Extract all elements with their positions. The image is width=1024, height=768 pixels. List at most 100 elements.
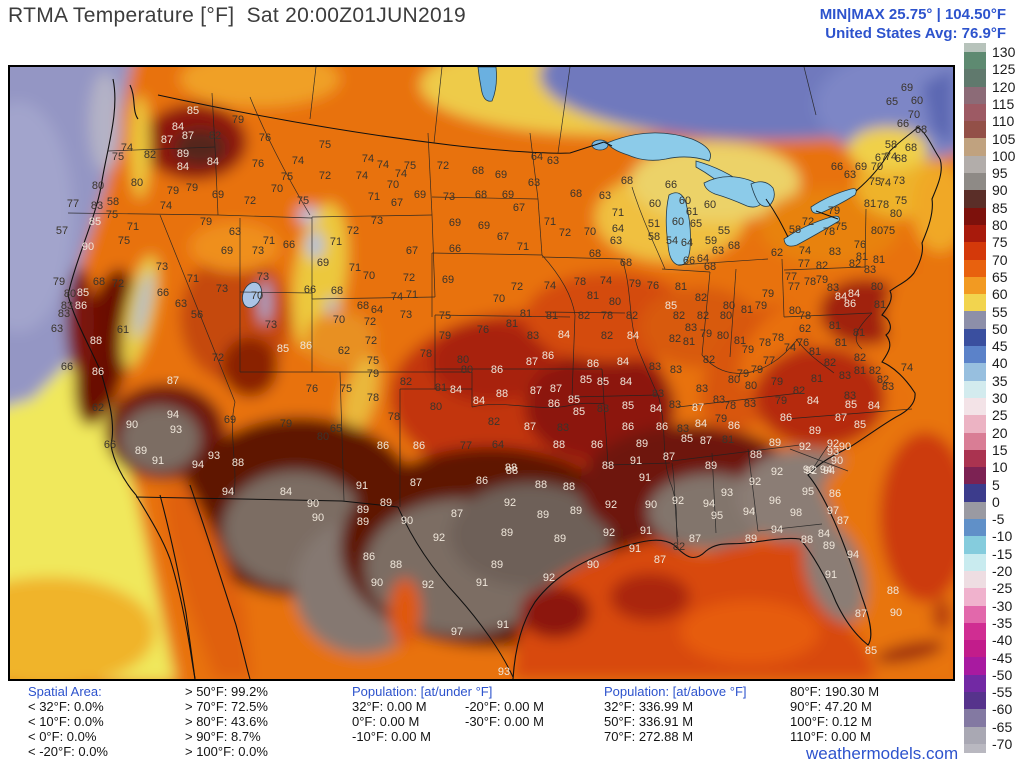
station-temperature: 85 (865, 645, 877, 657)
station-temperature: 65 (886, 96, 898, 108)
station-temperature: 68 (93, 276, 105, 288)
colorbar-tick-label: -30 (992, 597, 1013, 614)
station-temperature: 82 (697, 310, 709, 322)
watermark-link[interactable]: weathermodels.com (806, 744, 959, 763)
station-temperature: 67 (391, 197, 403, 209)
station-temperature: 80 (723, 300, 735, 312)
colorbar-tick-label: -25 (992, 580, 1013, 597)
colorbar-tick-label: 130 (992, 44, 1016, 60)
station-temperature: 80 (609, 296, 621, 308)
colorbar-segment (964, 588, 986, 606)
colorbar-tick-label: -35 (992, 614, 1013, 631)
station-temperature: 77 (788, 281, 800, 293)
station-temperature: 80 (430, 401, 442, 413)
station-temperature: 72 (403, 272, 415, 284)
station-temperature: 91 (356, 480, 368, 492)
station-temperature: 83 (649, 361, 661, 373)
station-temperature: 70 (493, 293, 505, 305)
colorbar-ticks: 130 125 120 115 110 105 100 95 90 85 80 75 70 65 60 55 5… (992, 43, 1024, 753)
station-temperature: 75 (281, 171, 293, 183)
station-temperature: 67 (406, 245, 418, 257)
station-temperature: 89 (636, 438, 648, 450)
station-temperature: 74 (799, 245, 811, 257)
state-borders (67, 67, 913, 544)
station-temperature: 81 (829, 320, 841, 332)
colorbar-tick-label: 100 (992, 147, 1016, 164)
colorbar-tick-label: 75 (992, 234, 1008, 251)
station-temperature: 67 (497, 231, 509, 243)
colorbar-segment (964, 380, 986, 398)
station-temperature: 77 (763, 355, 775, 367)
station-temperature: 79 (755, 300, 767, 312)
stat-line: 70°F: 272.88 M (604, 729, 694, 744)
station-temperature: 91 (639, 472, 651, 484)
station-temperature: 83 (696, 383, 708, 395)
station-temperature: 85 (681, 433, 693, 445)
station-temperature: 60 (649, 198, 661, 210)
station-temperature: 64 (681, 237, 693, 249)
station-temperature: 71 (349, 262, 361, 274)
colorbar-tick-label: 70 (992, 251, 1008, 268)
station-temperature: 72 (364, 316, 376, 328)
station-temperature: 66 (683, 255, 695, 267)
station-temperature: 82 (695, 292, 707, 304)
spatial-area-thresholds: > 50°F: 99.2% > 70°F: 72.5% > 80°F: 43.6% >… (185, 684, 268, 759)
station-temperature: 76 (854, 239, 866, 251)
station-temperature: 85 (77, 287, 89, 299)
station-temperature: 83 (58, 308, 70, 320)
station-temperature: 80 (92, 180, 104, 192)
station-temperature: 78 (724, 400, 736, 412)
stat-line: 110°F: 0.00 M (790, 729, 871, 744)
station-temperature: 71 (330, 236, 342, 248)
station-temperature: 79 (742, 344, 754, 356)
station-temperature: 92 (672, 495, 684, 507)
station-temperature: 74 (544, 280, 556, 292)
station-temperature: 68 (620, 257, 632, 269)
station-temperature: 74 (362, 153, 374, 165)
station-temperature: 75 (869, 176, 881, 188)
station-temperature: 75 (883, 225, 895, 237)
station-temperature: 83 (597, 403, 609, 415)
station-temperature: 70 (271, 183, 283, 195)
station-temperature: 68 (570, 188, 582, 200)
station-temperature: 91 (640, 525, 652, 537)
station-temperature: 81 (435, 382, 447, 394)
colorbar-segment (964, 605, 986, 623)
station-temperature: 69 (449, 217, 461, 229)
station-temperature: 88 (563, 481, 575, 493)
station-temperature: 72 (559, 227, 571, 239)
colorbar-segment (964, 242, 986, 260)
stat-line: 32°F: 0.00 M (352, 699, 427, 714)
stat-line: 32°F: 336.99 M (604, 699, 694, 714)
station-temperature: 79 (439, 330, 451, 342)
station-temperature: 92 (799, 441, 811, 453)
station-temperature: 81 (811, 373, 823, 385)
station-temperature: 58 (885, 139, 897, 151)
station-temperature: 75 (340, 383, 352, 395)
station-temperature: 88 (496, 388, 508, 400)
station-temperature: 68 (621, 175, 633, 187)
station-temperature: 82 (601, 330, 613, 342)
station-temperature: 69 (212, 189, 224, 201)
station-temperature: 95 (802, 486, 814, 498)
colorbar-tick-label: -60 (992, 701, 1013, 718)
colorbar-segment (964, 397, 986, 416)
station-temperature: 70 (387, 179, 399, 191)
station-temperature: 90 (839, 441, 851, 453)
station-temperature: 82 (626, 310, 638, 322)
colorbar-tick-label: 25 (992, 407, 1008, 424)
station-temperature: 78 (759, 337, 771, 349)
station-temperature: 96 (769, 495, 781, 507)
station-temperature: 94 (703, 498, 715, 510)
station-temperature: 73 (443, 191, 455, 203)
station-temperature: 85 (277, 343, 289, 355)
us-average-line: United States Avg: 76.9°F (825, 25, 1006, 42)
station-temperature: 58 (648, 231, 660, 243)
station-temperature: 82 (869, 365, 881, 377)
station-temperature: 72 (802, 216, 814, 228)
station-temperature: 72 (437, 160, 449, 172)
station-temperature: 71 (517, 241, 529, 253)
station-temperature: 90 (126, 419, 138, 431)
station-temperature: 72 (212, 352, 224, 364)
